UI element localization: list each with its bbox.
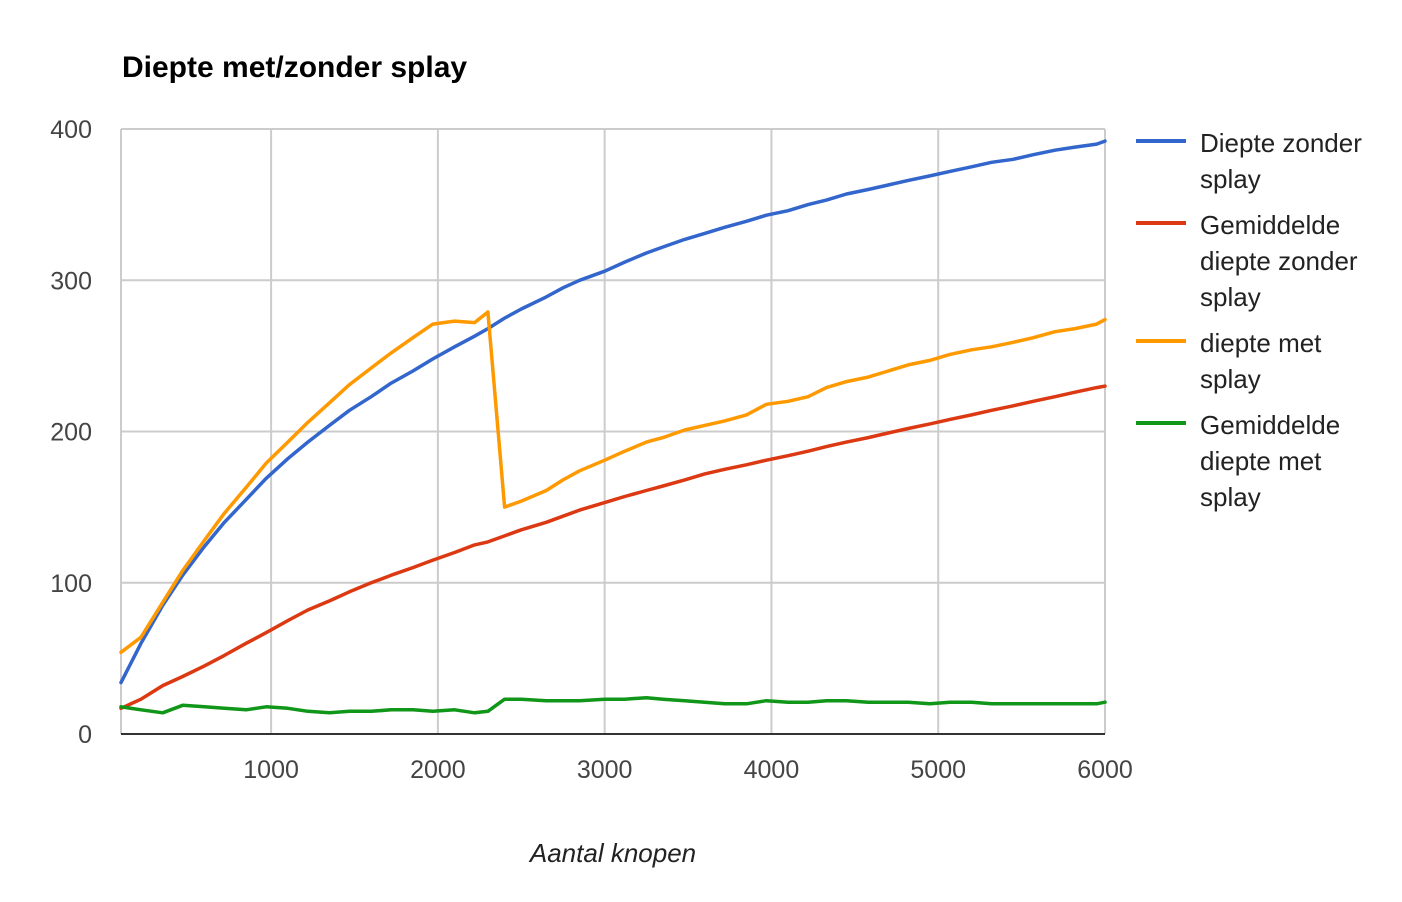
- gridlines: [120, 128, 1106, 734]
- series-line-2: [119, 384, 1107, 711]
- x-tick-label: 4000: [744, 756, 800, 784]
- y-tick-label: 200: [50, 419, 92, 447]
- legend-label-line: splay: [1200, 364, 1261, 394]
- x-tick-label: 2000: [410, 756, 466, 784]
- legend-label-line: Gemiddelde: [1200, 210, 1340, 240]
- y-tick-label: 400: [50, 116, 92, 144]
- series-line-4: [119, 695, 1107, 715]
- x-tick-label: 5000: [910, 756, 966, 784]
- y-tick-label: 0: [78, 721, 92, 749]
- legend: Diepte zonder splay Gemiddelde diepte zonde…: [1136, 128, 1362, 512]
- x-tick-label: 6000: [1077, 756, 1133, 784]
- legend-label-2: Gemiddelde diepte zonder splay: [1200, 210, 1358, 312]
- legend-label-line: Gemiddelde: [1200, 410, 1340, 440]
- legend-label-line: splay: [1200, 482, 1261, 512]
- chart-title: Diepte met/zonder splay: [122, 51, 467, 84]
- legend-label-line: diepte zonder: [1200, 246, 1358, 276]
- x-tick-label: 1000: [243, 756, 299, 784]
- y-axis-tick-labels: 0 100 200 300 400: [50, 116, 92, 749]
- legend-label-1: Diepte zonder splay: [1200, 128, 1362, 194]
- y-tick-label: 300: [50, 267, 92, 295]
- x-axis-tick-labels: 1000 2000 3000 4000 5000 6000: [243, 756, 1133, 784]
- legend-label-line: diepte met: [1200, 328, 1322, 358]
- series-lines: [119, 139, 1107, 715]
- legend-label-3: diepte met splay: [1200, 328, 1322, 394]
- x-axis-title: Aantal knopen: [528, 838, 696, 868]
- legend-label-line: Diepte zonder: [1200, 128, 1362, 158]
- legend-label-line: diepte met: [1200, 446, 1322, 476]
- legend-label-4: Gemiddelde diepte met splay: [1200, 410, 1340, 512]
- legend-label-line: splay: [1200, 282, 1261, 312]
- series-line-1: [119, 139, 1107, 685]
- x-tick-label: 3000: [577, 756, 633, 784]
- series-line-3: [119, 310, 1107, 655]
- y-tick-label: 100: [50, 570, 92, 598]
- legend-label-line: splay: [1200, 164, 1261, 194]
